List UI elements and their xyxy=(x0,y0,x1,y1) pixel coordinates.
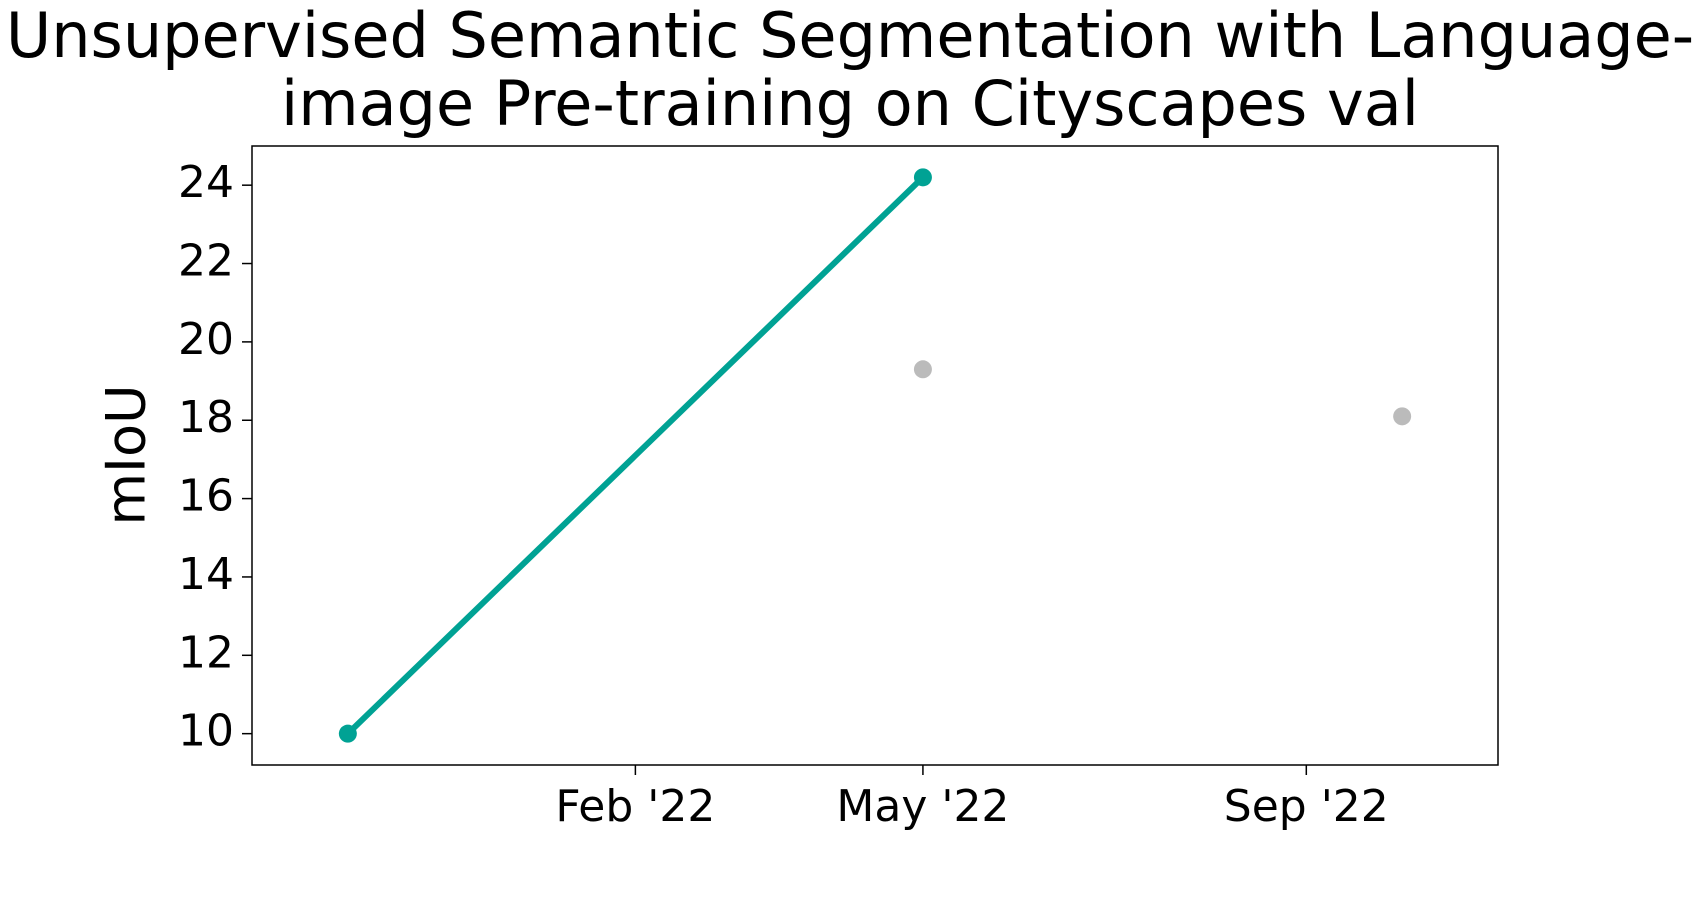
x-tick-label: Feb '22 xyxy=(555,781,715,832)
data-point xyxy=(913,360,932,379)
data-point xyxy=(338,724,357,743)
series-line xyxy=(345,175,926,736)
chart-title-line: Unsupervised Semantic Segmentation with … xyxy=(6,0,1694,72)
data-point xyxy=(1393,407,1412,426)
chart-title-line: image Pre-training on Cityscapes val xyxy=(281,67,1419,140)
data-point xyxy=(913,168,932,187)
y-tick-label: 20 xyxy=(178,314,234,365)
x-tick-label: May '22 xyxy=(836,781,1009,832)
y-tick-label: 10 xyxy=(178,706,234,757)
x-tick-label: Sep '22 xyxy=(1224,781,1389,832)
plot-frame xyxy=(251,145,1499,766)
y-tick-label: 16 xyxy=(178,471,234,522)
y-tick-label: 12 xyxy=(178,627,234,678)
y-tick-label: 18 xyxy=(178,392,234,443)
y-tick-label: 22 xyxy=(178,236,234,287)
y-tick-label: 24 xyxy=(178,157,234,208)
y-tick-label: 14 xyxy=(178,549,234,600)
y-axis-label: mIoU xyxy=(95,384,158,525)
